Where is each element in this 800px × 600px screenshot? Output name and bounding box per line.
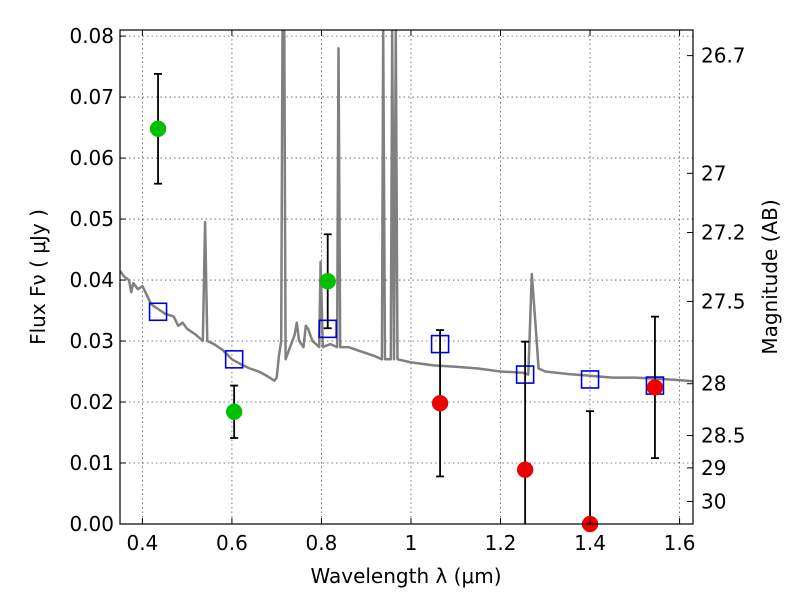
spectrum-line	[120, 30, 693, 383]
series-layer	[120, 30, 693, 383]
y-tick-label: 0.03	[69, 329, 114, 353]
right-tick-label: 28	[701, 372, 726, 396]
right-tick-label: 26.7	[701, 44, 746, 68]
x-tick-label: 0.8	[306, 531, 338, 555]
model-square-marker	[224, 350, 244, 369]
model-square-marker	[580, 370, 600, 389]
right-tick-label: 27.5	[701, 289, 746, 313]
x-tick-label: 1.4	[574, 531, 606, 555]
y-tick-label: 0.00	[69, 512, 114, 536]
y-tick-label: 0.06	[69, 146, 114, 170]
marker-layer	[148, 73, 665, 533]
data-point	[225, 403, 243, 421]
right-tick-label: 29	[701, 456, 726, 480]
plot-background	[120, 30, 693, 524]
x-tick-label: 1	[405, 531, 418, 555]
right-tick-label: 27.2	[701, 220, 746, 244]
x-tick-label: 1.6	[664, 531, 696, 555]
y-tick-label: 0.02	[69, 390, 114, 414]
data-point	[431, 394, 449, 412]
data-point	[319, 273, 336, 290]
data-point	[646, 379, 664, 396]
y-tick-label: 0.05	[69, 207, 114, 231]
x-tick-label: 0.4	[126, 531, 158, 555]
right-tick-label: 27	[701, 161, 726, 185]
x-tick-label: 1.2	[485, 531, 517, 555]
y-tick-label: 0.08	[69, 24, 114, 48]
y-tick-label: 0.01	[69, 451, 114, 475]
model-square-marker	[148, 302, 168, 322]
right-tick-label: 30	[701, 489, 726, 513]
data-point	[516, 461, 534, 478]
right-tick-label: 28.5	[701, 424, 746, 448]
data-point	[149, 120, 167, 138]
y-axis-title: Flux Fν ( μJy )	[26, 209, 50, 345]
y-tick-label: 0.07	[69, 85, 114, 109]
right-axis-title: Magnitude (AB)	[758, 199, 782, 354]
y-tick-label: 0.04	[69, 268, 114, 292]
x-tick-label: 0.6	[216, 531, 248, 555]
x-axis-title: Wavelength λ (μm)	[310, 564, 501, 588]
axis-layer: 0.4 0.6 0.8 1 1.2 1.4 1.6 0.00 0.01 0.02 0.03 0.04 0…	[69, 24, 745, 555]
plot-frame	[119, 29, 694, 525]
